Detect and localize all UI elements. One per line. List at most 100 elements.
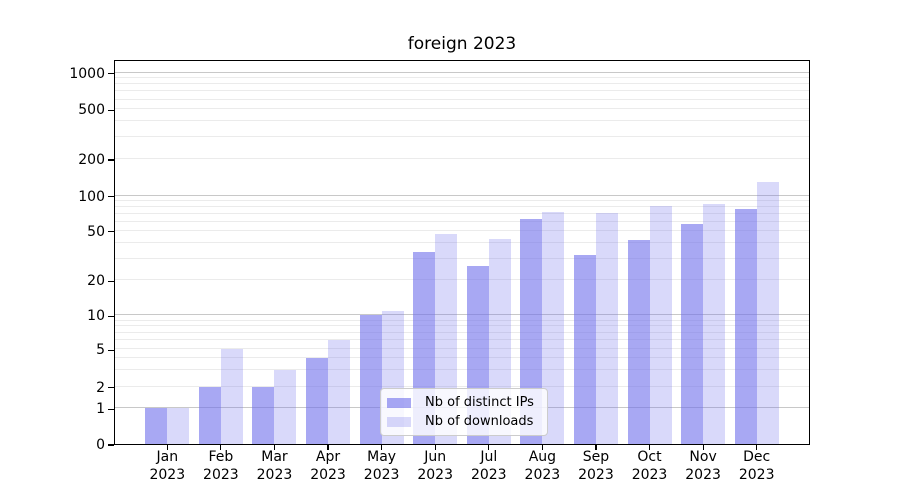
bar-distinct-ips (734, 208, 757, 444)
bar-distinct-ips (252, 386, 275, 444)
y-tick-label: 1 (96, 401, 105, 418)
x-tick-label: Dec 2023 (738, 449, 775, 483)
minor-gridline (115, 357, 809, 359)
minor-gridline (115, 241, 809, 243)
y-tick-label: 1000 (69, 65, 105, 82)
x-tick-label: Nov 2023 (685, 449, 721, 483)
x-tick-label: Mar 2023 (256, 449, 293, 483)
x-tick-mark (541, 445, 543, 450)
x-tick-mark (488, 445, 490, 450)
minor-gridline (115, 348, 809, 350)
x-tick-label: Jun 2023 (417, 449, 453, 483)
bar-downloads (542, 211, 565, 444)
x-tick-mark (220, 445, 222, 450)
y-tick-mark (108, 387, 114, 389)
y-tick-label: 5 (96, 342, 105, 359)
y-tick-label: 500 (78, 102, 105, 119)
major-gridline (115, 71, 809, 73)
x-tick-mark (702, 445, 704, 450)
x-tick-label: Oct 2023 (631, 449, 668, 483)
legend-item: Nb of downloads (387, 412, 539, 431)
x-tick-mark (166, 445, 168, 450)
x-tick-mark (756, 445, 758, 450)
bar-distinct-ips (627, 240, 650, 444)
minor-gridline (115, 220, 809, 222)
minor-gridline (115, 120, 809, 122)
bar-distinct-ips (198, 386, 221, 444)
y-tick-mark (108, 159, 114, 161)
y-tick-label: 100 (78, 188, 105, 205)
y-tick-label: 50 (87, 223, 105, 240)
x-tick-label: Jan 2023 (149, 449, 186, 483)
minor-gridline (115, 369, 809, 371)
bar-downloads (220, 349, 243, 444)
bar-downloads (703, 203, 726, 444)
y-tick-mark (108, 280, 114, 282)
x-tick-label: Aug 2023 (524, 449, 561, 483)
bar-downloads (595, 213, 618, 444)
minor-gridline (115, 206, 809, 207)
major-gridline (115, 194, 809, 196)
y-tick-label: 2 (96, 379, 105, 396)
legend-label: Nb of distinct IPs (425, 395, 534, 410)
x-tick-label: Jul 2023 (470, 449, 507, 483)
legend-swatch (387, 397, 411, 408)
y-tick-mark (108, 349, 114, 351)
minor-gridline (115, 83, 809, 85)
plot-area: Nb of distinct IPs Nb of downloads (114, 60, 810, 445)
minor-gridline (115, 257, 809, 259)
minor-gridline (115, 108, 809, 110)
x-tick-mark (648, 445, 651, 450)
y-tick-label: 200 (78, 152, 105, 169)
bar-downloads (328, 340, 351, 444)
y-tick-mark (108, 315, 114, 317)
minor-gridline (115, 319, 809, 321)
y-tick-label: 0 (96, 437, 105, 453)
minor-gridline (115, 135, 809, 137)
bar-distinct-ips (573, 255, 596, 444)
x-tick-mark (273, 445, 276, 450)
x-tick-label: Feb 2023 (203, 449, 239, 483)
y-tick-mark (108, 73, 114, 75)
minor-gridline (115, 279, 809, 281)
x-tick-mark (434, 445, 436, 450)
minor-gridline (115, 385, 809, 387)
bar-downloads (756, 181, 779, 444)
y-tick-label: 20 (87, 273, 105, 290)
bar-downloads (167, 408, 190, 444)
x-tick-label: Apr 2023 (310, 449, 346, 483)
x-tick-label: Sep 2023 (578, 449, 614, 483)
bar-distinct-ips (306, 358, 329, 444)
minor-gridline (115, 98, 809, 100)
chart-title: foreign 2023 (407, 34, 517, 54)
bar-downloads (649, 206, 672, 444)
legend-label: Nb of downloads (425, 414, 534, 429)
minor-gridline (115, 158, 809, 160)
bar-distinct-ips (681, 224, 704, 444)
x-tick-mark (327, 445, 329, 450)
y-tick-label: 10 (87, 308, 105, 325)
y-tick-mark (108, 196, 114, 198)
minor-gridline (115, 200, 809, 202)
minor-gridline (115, 229, 809, 231)
y-tick-mark (108, 444, 114, 446)
x-tick-mark (595, 445, 597, 450)
bar-distinct-ips (145, 408, 168, 444)
minor-gridline (115, 339, 809, 341)
minor-gridline (115, 90, 809, 92)
y-tick-mark (108, 231, 114, 233)
x-tick-mark (381, 445, 383, 450)
x-tick-label: May 2023 (363, 449, 400, 483)
legend: Nb of distinct IPs Nb of downloads (380, 388, 548, 436)
bar-distinct-ips (520, 219, 543, 444)
minor-gridline (115, 212, 809, 214)
minor-gridline (115, 331, 809, 333)
legend-item: Nb of distinct IPs (387, 393, 539, 412)
y-tick-mark (108, 408, 114, 410)
minor-gridline (115, 325, 809, 327)
major-gridline (115, 314, 809, 316)
y-tick-mark (108, 109, 114, 111)
legend-swatch (387, 416, 411, 427)
bar-distinct-ips (359, 315, 382, 444)
